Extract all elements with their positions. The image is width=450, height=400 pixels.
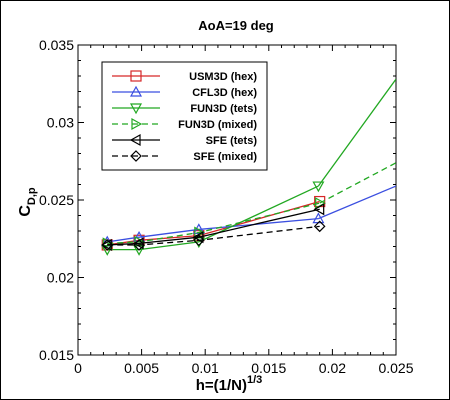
legend-marker: [130, 150, 142, 162]
y-axis-label-sub: D,p: [26, 187, 38, 205]
data-point: [192, 234, 205, 247]
data-point: [313, 203, 325, 216]
x-tick-label: 0.01: [192, 360, 219, 376]
x-tick-label: 0.005: [124, 360, 159, 376]
chart-title: AoA=19 deg: [198, 18, 274, 33]
plot-area: 0 0.005 0.01 0.015 0.02 0.025 0.015 0.02 0.025 0.…: [39, 37, 414, 376]
x-tick-label: 0.02: [319, 360, 346, 376]
data-point: [312, 181, 325, 193]
y-tick-label: 0.035: [39, 37, 74, 53]
y-tick-label: 0.02: [47, 270, 74, 286]
x-axis-label-main: h=(1/N): [196, 377, 247, 394]
legend-marker: [129, 103, 143, 115]
legend-label: SFE (mixed): [193, 151, 257, 163]
y-tick-label: 0.03: [47, 115, 74, 131]
series-extension-line: [319, 162, 396, 204]
x-tick-label: 0.025: [378, 360, 413, 376]
data-point: [101, 239, 114, 251]
x-axis-label: h=(1/N)1/3: [196, 374, 263, 394]
legend-marker: [130, 70, 142, 82]
series-extension-line: [318, 185, 396, 220]
series-5: [101, 220, 326, 251]
legend-marker: [131, 117, 143, 131]
series-extension-line: [317, 78, 396, 187]
x-tick-label: 0: [74, 360, 82, 376]
legend-box: [101, 61, 268, 171]
series-line: [107, 225, 320, 246]
series-line: [107, 208, 320, 246]
legend-label: SFE (tets): [206, 135, 258, 147]
legend: USM3D (hex) CFL3D (hex) FUN3D (tets) FUN3D …: [101, 61, 268, 171]
legend-label: CFL3D (hex): [192, 87, 257, 99]
x-axis-label-sup: 1/3: [247, 374, 262, 386]
data-point: [133, 239, 145, 251]
series-line: [107, 185, 319, 251]
legend-label: FUN3D (mixed): [178, 119, 257, 131]
x-tick-label: 0.015: [251, 360, 286, 376]
legend-label: USM3D (hex): [189, 71, 257, 83]
legend-marker: [129, 133, 141, 147]
y-axis-label-main: C: [17, 205, 34, 217]
legend-label: FUN3D (tets): [190, 103, 257, 115]
y-tick-label: 0.015: [39, 347, 74, 363]
series-line: [107, 202, 320, 245]
legend-marker: [129, 85, 143, 97]
data-point: [313, 220, 326, 233]
y-tick-label: 0.025: [39, 192, 74, 208]
y-axis-label: CD,p: [17, 187, 38, 217]
